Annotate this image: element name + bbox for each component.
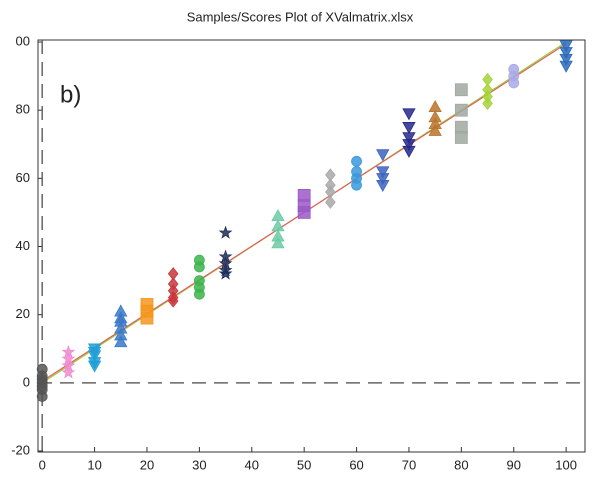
data-point	[454, 131, 468, 144]
chart-title: Samples/Scores Plot of XValmatrix.xlsx	[187, 9, 414, 24]
data-point	[140, 311, 154, 325]
y-tick-label: 80	[16, 102, 30, 117]
data-point	[271, 236, 285, 249]
data-point	[482, 96, 493, 111]
y-tick-label: 40	[16, 238, 30, 253]
panel-label: b)	[60, 81, 81, 108]
data-point	[193, 261, 205, 273]
data-point	[193, 288, 205, 300]
data-point	[218, 225, 233, 239]
data-point	[87, 360, 102, 373]
data-point	[297, 206, 311, 219]
data-point	[402, 139, 416, 152]
data-point	[402, 132, 416, 145]
x-tick-label: 20	[140, 457, 154, 472]
data-point	[376, 179, 390, 192]
data-point	[376, 173, 390, 186]
y-tick-label: 60	[16, 170, 30, 185]
x-tick-label: 70	[402, 457, 416, 472]
x-tick-label: 90	[507, 457, 521, 472]
y-tick-label: 20	[16, 306, 30, 321]
data-point	[87, 346, 102, 359]
data-point	[114, 335, 128, 348]
data-point	[351, 155, 362, 167]
y-tick-label: 0	[23, 374, 30, 389]
data-point	[325, 195, 336, 209]
data-point	[454, 83, 468, 97]
y-tick-label: -20	[11, 442, 30, 457]
plot-frame	[37, 39, 586, 453]
x-tick-label: 50	[297, 457, 311, 472]
data-point	[559, 40, 573, 53]
data-point	[218, 266, 233, 280]
data-point	[454, 103, 468, 117]
x-tick-label: 40	[245, 457, 259, 472]
x-tick-label: 100	[555, 457, 577, 472]
data-point	[559, 60, 573, 73]
x-tick-label: 30	[192, 457, 206, 472]
data-point	[402, 122, 416, 135]
data-point	[428, 123, 442, 136]
data-point	[508, 77, 520, 89]
data-point	[376, 166, 390, 179]
data-point	[61, 365, 76, 379]
data-point	[36, 380, 48, 392]
x-tick-label: 10	[87, 457, 101, 472]
y-tick-label: 00	[16, 33, 30, 48]
data-point	[559, 47, 573, 60]
data-point	[402, 108, 416, 121]
data-point	[376, 149, 390, 162]
data-point	[351, 179, 362, 191]
x-tick-label: 80	[454, 457, 468, 472]
data-point	[559, 53, 573, 66]
x-tick-label: 0	[39, 457, 46, 472]
data-point	[114, 311, 128, 324]
data-point	[402, 145, 416, 158]
data-point	[167, 294, 179, 308]
x-tick-label: 60	[349, 457, 363, 472]
data-point	[36, 391, 48, 402]
